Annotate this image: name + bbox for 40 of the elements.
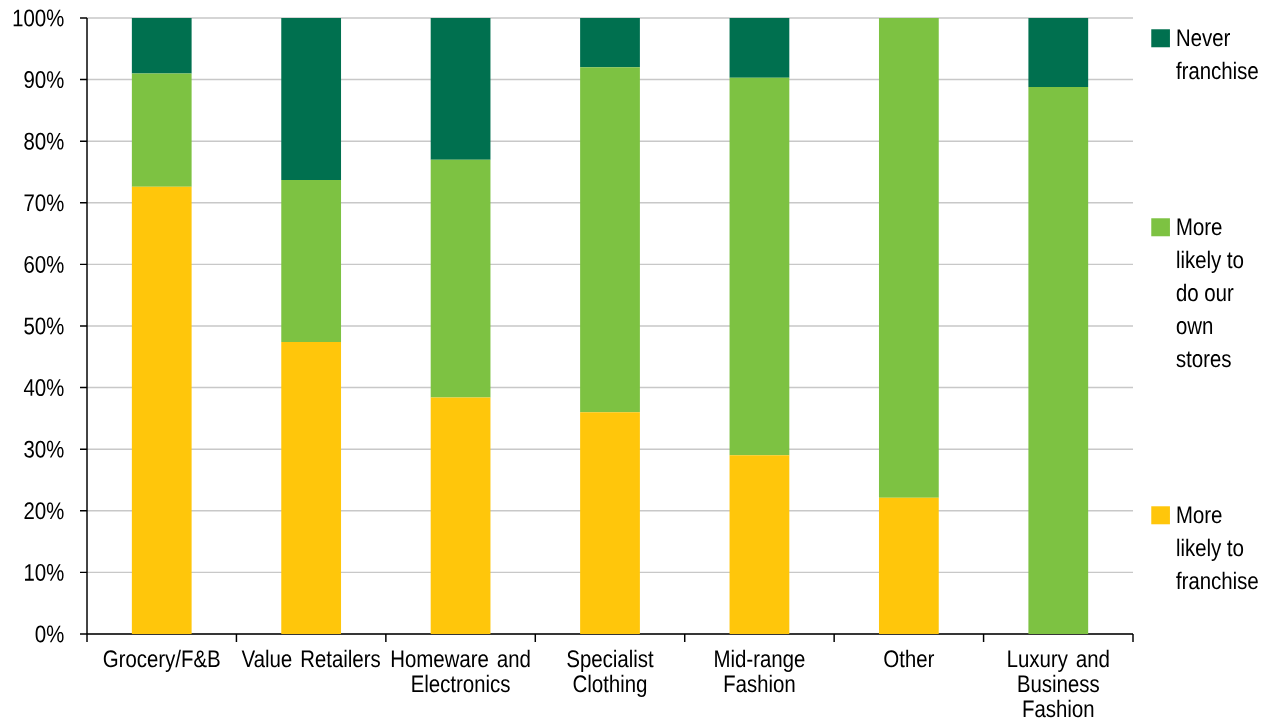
- bar: [878, 17, 939, 498]
- x-tick-label: Luxury and Business Fashion: [1008, 649, 1109, 718]
- bar: [430, 397, 491, 634]
- x-tick-label: Other: [884, 649, 935, 668]
- legend-label: Never franchise: [1176, 29, 1258, 80]
- bar: [1028, 17, 1089, 87]
- legend-label: More likely to franchise: [1176, 506, 1258, 590]
- bar: [729, 77, 790, 456]
- x-tick-label: Value Retailers: [241, 649, 380, 668]
- y-tick-label: 30%: [24, 440, 64, 458]
- bar: [729, 455, 790, 634]
- y-tick-label: 50%: [24, 317, 64, 335]
- bar: [430, 159, 491, 398]
- y-tick-label: 10%: [25, 563, 64, 581]
- bar: [580, 17, 640, 68]
- bar: [281, 180, 342, 342]
- bar: [281, 342, 342, 634]
- y-tick-label: 40%: [23, 379, 64, 397]
- bar: [131, 186, 192, 634]
- bar: [281, 17, 342, 180]
- bar: [1028, 86, 1089, 634]
- bar: [580, 67, 640, 413]
- y-tick-label: 70%: [24, 194, 64, 212]
- bar: [131, 73, 192, 187]
- bar: [430, 17, 491, 160]
- x-tick-label: Grocery/F&B: [103, 649, 220, 673]
- bar: [729, 17, 790, 78]
- y-tick-label: 100%: [13, 9, 64, 27]
- legend-label: More likely to do our own stores: [1176, 218, 1244, 368]
- bar: [878, 497, 939, 634]
- y-tick-label: 80%: [24, 132, 64, 150]
- x-tick-label: Mid-range Fashion: [715, 649, 805, 693]
- bar: [580, 412, 640, 634]
- bar: [131, 17, 192, 74]
- y-tick-label: 90%: [24, 71, 64, 89]
- x-tick-label: Specialist Clothing: [567, 649, 654, 698]
- y-tick-label: 0%: [35, 625, 64, 643]
- y-tick-label: 20%: [24, 502, 64, 520]
- x-tick-label: Homeware and Electronics: [391, 649, 530, 693]
- y-tick-label: 60%: [24, 255, 64, 273]
